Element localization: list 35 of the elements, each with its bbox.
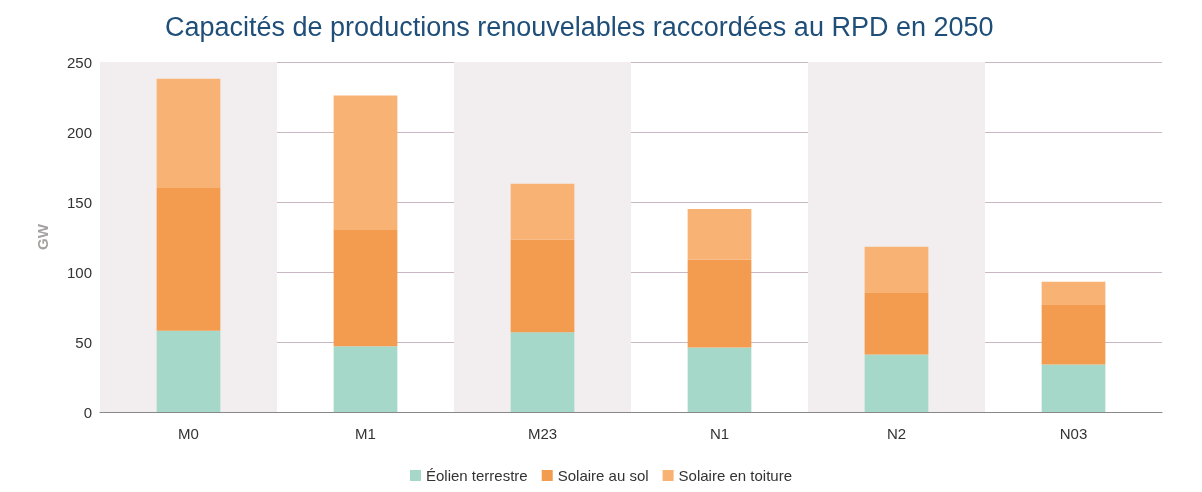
x-tick-label: N2 xyxy=(886,425,907,442)
bar xyxy=(864,354,929,412)
bar xyxy=(510,183,575,240)
bar xyxy=(510,332,575,412)
x-tick-label: M1 xyxy=(355,425,376,442)
chart-title: Capacités de productions renouvelables raccordées au RPD en 2050 xyxy=(165,11,994,42)
y-tick-label: 150 xyxy=(66,193,92,211)
legend-label: Éolien terrestre xyxy=(426,467,528,484)
y-tick-label: 50 xyxy=(75,333,92,351)
bar xyxy=(156,78,221,188)
y-tick-label: 100 xyxy=(66,263,92,281)
bar xyxy=(864,293,929,355)
x-tick-label: N1 xyxy=(709,425,730,442)
bar xyxy=(333,230,398,347)
bar xyxy=(333,95,398,230)
y-axis-title: GW xyxy=(34,223,51,250)
bar xyxy=(1041,364,1106,412)
bar xyxy=(1041,281,1106,305)
y-tick-label: 200 xyxy=(66,123,92,141)
bar xyxy=(333,346,398,412)
x-tick-label: M23 xyxy=(527,425,558,442)
x-tick-label: M0 xyxy=(178,425,199,442)
legend-label: Solaire au sol xyxy=(557,467,649,484)
bar xyxy=(1041,304,1106,365)
bar xyxy=(864,246,929,293)
y-tick-label: 250 xyxy=(66,53,92,71)
y-tick-label: 0 xyxy=(83,403,92,421)
bar xyxy=(687,347,752,412)
bar xyxy=(687,259,752,348)
legend-label: Solaire en toiture xyxy=(678,467,792,484)
x-tick-label: N03 xyxy=(1059,425,1088,442)
bar xyxy=(156,188,221,331)
bar xyxy=(510,239,575,333)
bar xyxy=(687,209,752,260)
bar xyxy=(156,330,221,412)
